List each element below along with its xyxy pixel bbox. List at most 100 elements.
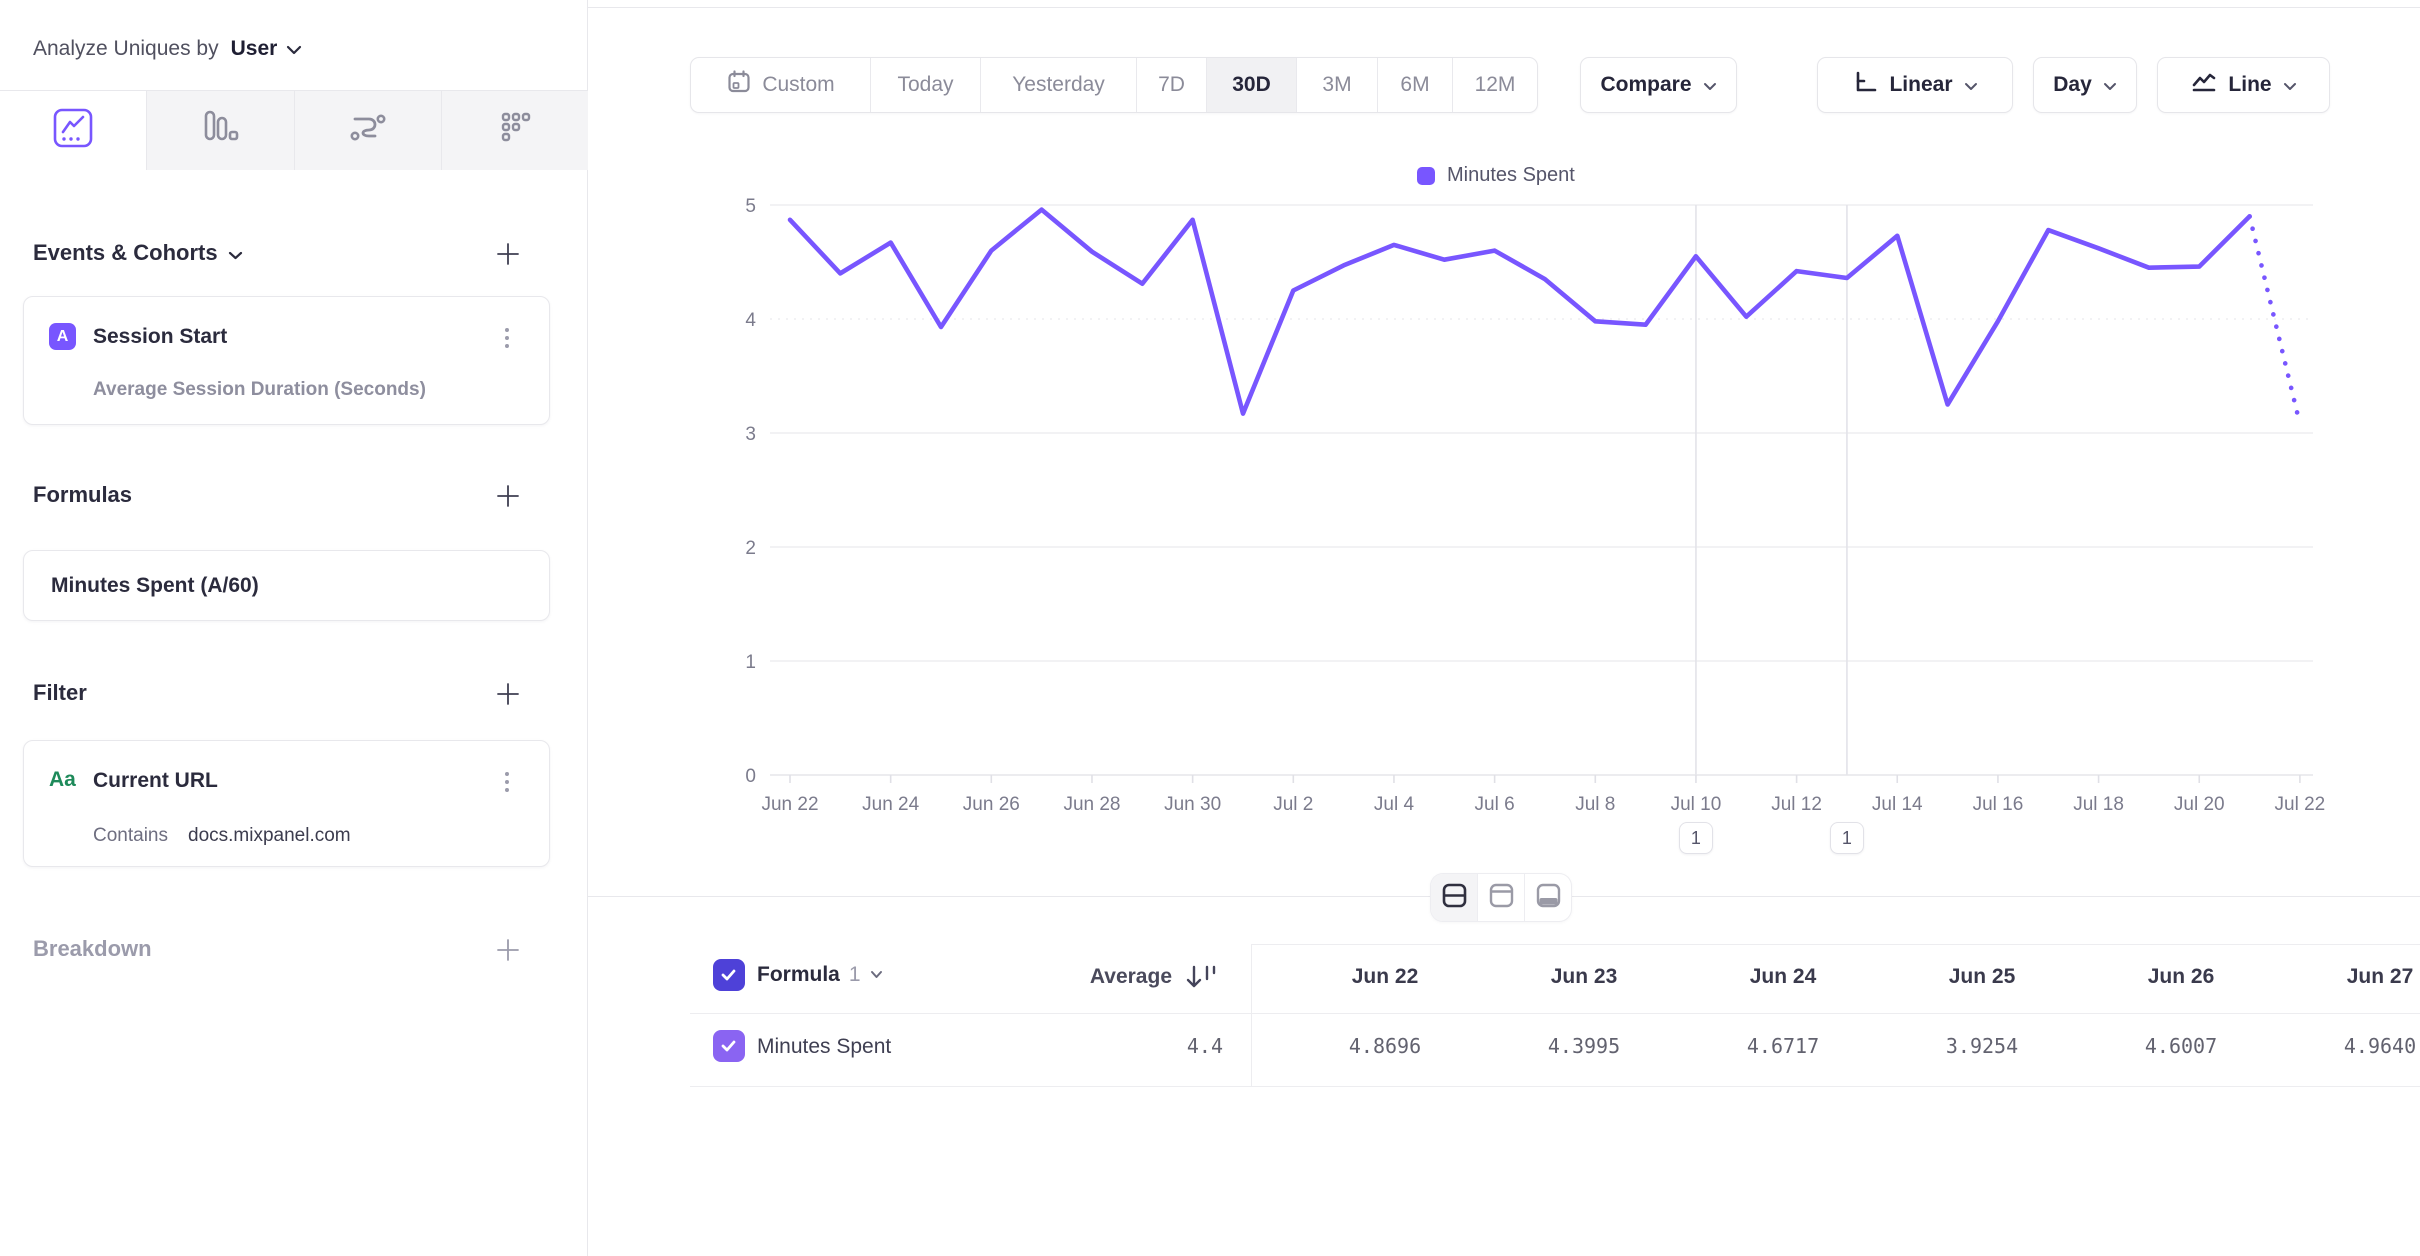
range-12m[interactable]: 12M — [1453, 58, 1537, 112]
add-breakdown-button[interactable] — [492, 934, 524, 966]
analyze-uniques-value: User — [230, 37, 278, 60]
granularity-dropdown[interactable]: Day — [2033, 57, 2137, 113]
toggle-table-only-view[interactable] — [1525, 874, 1571, 921]
add-filter-button[interactable] — [492, 678, 524, 710]
query-builder-sidebar: Analyze Uniques by User — [0, 0, 588, 1256]
formula-column-dropdown[interactable]: Formula 1 — [757, 963, 883, 986]
chevron-down-icon — [2283, 73, 2297, 97]
event-menu-button[interactable] — [495, 323, 519, 353]
svg-text:Jun 28: Jun 28 — [1063, 794, 1120, 815]
svg-text:Jul 2: Jul 2 — [1273, 794, 1313, 815]
date-column-header[interactable]: Jun 26 — [2147, 965, 2215, 988]
visualization-tabs — [0, 91, 588, 170]
range-30d[interactable]: 30D — [1207, 58, 1297, 112]
filter-card-current-url[interactable]: Aa Current URL Contains docs.mixpanel.co… — [23, 740, 550, 867]
chevron-down-icon — [2103, 73, 2117, 97]
compare-dropdown[interactable]: Compare — [1580, 57, 1737, 113]
event-card-session-start[interactable]: A Session Start Average Session Duration… — [23, 296, 550, 425]
chevron-down-icon — [228, 240, 243, 266]
date-column-value: 4.9640 — [2343, 1034, 2417, 1058]
chart-only-view-icon — [1486, 880, 1517, 916]
metrics-grid-icon — [492, 105, 538, 156]
filter-title: Filter — [33, 680, 87, 705]
formula-name: Minutes Spent (A/60) — [51, 574, 259, 597]
layout-toggle-group — [1431, 874, 1571, 921]
filter-header: Filter — [33, 680, 87, 706]
date-column-header[interactable]: Jun 27 — [2346, 965, 2414, 988]
granularity-label: Day — [2053, 73, 2092, 96]
events-cohorts-header[interactable]: Events & Cohorts — [33, 240, 243, 266]
add-formula-button[interactable] — [492, 480, 524, 512]
tab-metrics[interactable] — [442, 91, 588, 170]
annotation-marker-jul-13[interactable]: 1 — [1829, 822, 1864, 854]
date-range-segmented-control: Custom Today Yesterday 7D 30D 3M 6M 12M — [690, 57, 1538, 113]
average-column-header[interactable]: Average — [1089, 965, 1172, 988]
date-column-header[interactable]: Jun 25 — [1948, 965, 2016, 988]
flows-icon — [345, 105, 391, 156]
series-checkbox[interactable] — [713, 1030, 745, 1062]
svg-text:Jun 26: Jun 26 — [963, 794, 1020, 815]
svg-text:4: 4 — [745, 310, 756, 331]
toggle-split-view[interactable] — [1431, 874, 1478, 921]
tab-bar-chart[interactable] — [147, 91, 295, 170]
formula-column-label: Formula — [757, 963, 840, 986]
event-aggregation[interactable]: Average Session Duration (Seconds) — [93, 379, 426, 400]
range-custom[interactable]: Custom — [691, 58, 871, 112]
events-cohorts-title: Events & Cohorts — [33, 240, 218, 265]
chevron-down-icon — [286, 37, 302, 61]
filter-operator[interactable]: Contains — [93, 825, 168, 846]
compare-label: Compare — [1600, 73, 1692, 96]
chart-type-dropdown[interactable]: Line — [2157, 57, 2330, 113]
svg-text:Jul 12: Jul 12 — [1771, 794, 1822, 815]
scale-label: Linear — [1889, 73, 1953, 96]
filter-property-name: Current URL — [93, 769, 218, 792]
breakdown-header: Breakdown — [33, 936, 152, 962]
range-label: 7D — [1158, 73, 1185, 96]
analyze-uniques-label: Analyze Uniques by — [33, 37, 219, 60]
formula-card[interactable]: Minutes Spent (A/60) — [23, 550, 550, 621]
tab-insights-line[interactable] — [0, 91, 148, 170]
formulas-header: Formulas — [33, 482, 132, 508]
svg-text:Jul 14: Jul 14 — [1872, 794, 1923, 815]
filter-menu-button[interactable] — [495, 767, 519, 797]
filter-value[interactable]: docs.mixpanel.com — [188, 825, 351, 846]
event-name: Session Start — [93, 325, 228, 348]
sort-descending-icon[interactable] — [1184, 962, 1220, 997]
bar-chart-icon — [197, 105, 243, 156]
formulas-title: Formulas — [33, 482, 133, 507]
range-3m[interactable]: 3M — [1297, 58, 1378, 112]
range-6m[interactable]: 6M — [1378, 58, 1453, 112]
analyze-uniques-by-dropdown[interactable]: User — [231, 37, 303, 61]
date-column-value: 4.8696 — [1348, 1034, 1422, 1058]
annotation-marker-jul-10[interactable]: 1 — [1678, 822, 1713, 854]
date-column-header[interactable]: Jun 23 — [1550, 965, 1618, 988]
range-label: 6M — [1400, 73, 1430, 96]
select-all-checkbox[interactable] — [713, 959, 745, 991]
breakdown-title: Breakdown — [33, 936, 152, 961]
event-letter-badge: A — [49, 323, 76, 350]
date-column-header[interactable]: Jun 22 — [1351, 965, 1419, 988]
line-chart-type-icon — [2190, 69, 2217, 101]
date-column-value: 4.3995 — [1547, 1034, 1621, 1058]
range-label: Custom — [762, 73, 835, 96]
date-column-header[interactable]: Jun 24 — [1749, 965, 1817, 988]
legend-label: Minutes Spent — [1447, 164, 1575, 186]
chart-type-label: Line — [2228, 73, 2272, 96]
toggle-chart-only-view[interactable] — [1478, 874, 1525, 921]
date-column-value: 4.6717 — [1746, 1034, 1820, 1058]
svg-text:Jul 8: Jul 8 — [1575, 794, 1615, 815]
svg-text:5: 5 — [745, 196, 756, 217]
series-average-value: 4.4 — [1186, 1034, 1223, 1058]
tab-flows[interactable] — [295, 91, 442, 170]
add-event-button[interactable] — [492, 238, 524, 270]
range-today[interactable]: Today — [871, 58, 981, 112]
range-7d[interactable]: 7D — [1137, 58, 1207, 112]
top-border — [0, 7, 2420, 8]
range-label: Today — [897, 73, 954, 96]
svg-text:0: 0 — [745, 766, 756, 787]
svg-text:Jul 4: Jul 4 — [1374, 794, 1415, 815]
analyze-uniques-row: Analyze Uniques by User — [33, 8, 553, 90]
range-label: Yesterday — [1012, 73, 1105, 96]
scale-dropdown[interactable]: Linear — [1817, 57, 2013, 113]
range-yesterday[interactable]: Yesterday — [981, 58, 1137, 112]
